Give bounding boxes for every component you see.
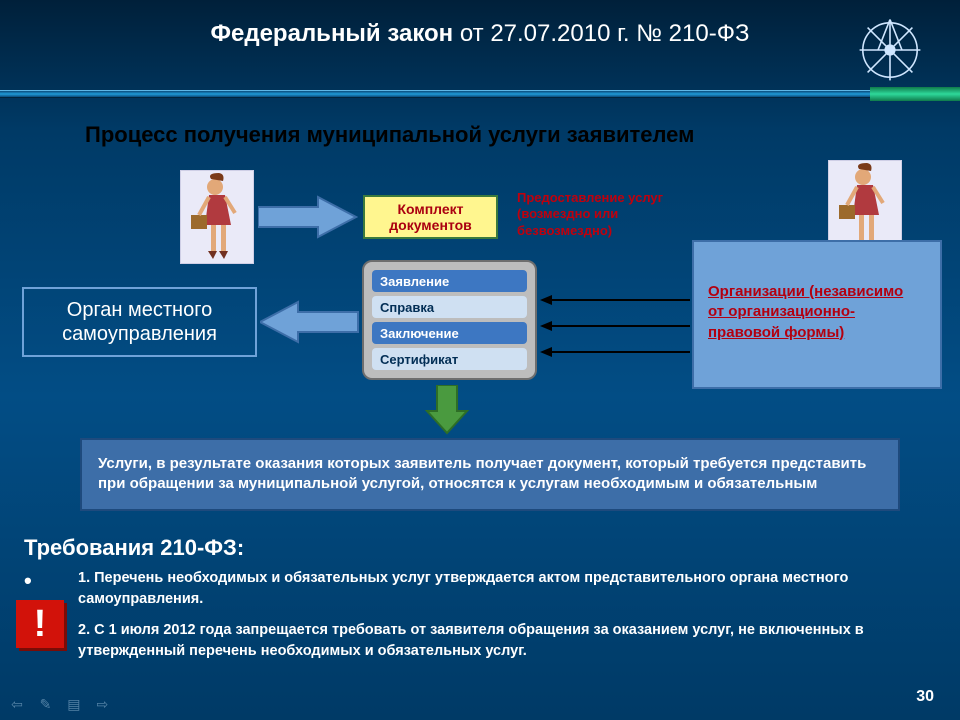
arrow-docs-to-organ <box>260 300 360 344</box>
req-2: 2. С 1 июля 2012 года запрещается требов… <box>78 620 918 662</box>
arrow-green-down <box>425 385 469 435</box>
thin-arrow-3 <box>540 320 690 332</box>
organ-box: Орган местного самоуправления <box>22 287 257 357</box>
divider-line <box>0 90 960 98</box>
subtitle: Процесс получения муниципальной услуги з… <box>85 122 694 148</box>
organ-l1: Орган местного <box>62 298 217 322</box>
page-number: 30 <box>916 688 934 706</box>
document-list: Заявление Справка Заключение Сертификат <box>362 260 537 380</box>
slide-title: Федеральный закон от 27.07.2010 г. № 210… <box>0 20 960 48</box>
footer-nav-icons: ⇦ ✎ ▤ ⇨ <box>8 696 117 714</box>
doc-row-2: Справка <box>372 296 527 318</box>
org-label: Организации (независимо от организационн… <box>708 282 918 343</box>
title-bold: Федеральный закон <box>211 20 454 47</box>
exclamation-badge: ! <box>16 600 64 648</box>
exclamation-text: ! <box>34 603 47 646</box>
doc-row-3: Заключение <box>372 322 527 344</box>
arrow-left-to-komplekt <box>258 195 358 239</box>
bullet-icon: • <box>24 568 32 594</box>
predost-label: Предоставление услуг (возмездно или безв… <box>517 190 697 239</box>
info-box: Услуги, в результате оказания которых за… <box>80 438 900 511</box>
thin-arrow-2 <box>540 294 690 306</box>
doc-row-1: Заявление <box>372 270 527 292</box>
nav-pen-icon[interactable]: ✎ <box>36 696 54 714</box>
komplekt-l2: документов <box>389 217 471 233</box>
nav-menu-icon[interactable]: ▤ <box>65 696 83 714</box>
logo-emblem <box>850 10 930 90</box>
req-body: 1. Перечень необходимых и обязательных у… <box>78 568 918 662</box>
organ-l2: самоуправления <box>62 322 217 346</box>
title-rest: от 27.07.2010 г. № 210-ФЗ <box>453 20 749 47</box>
thin-arrow-4 <box>540 346 690 358</box>
komplekt-box: Комплект документов <box>363 195 498 239</box>
req-1: 1. Перечень необходимых и обязательных у… <box>78 568 918 610</box>
nav-prev-icon[interactable]: ⇦ <box>8 696 26 714</box>
nav-next-icon[interactable]: ⇨ <box>93 696 111 714</box>
komplekt-l1: Комплект <box>389 201 471 217</box>
doc-row-4: Сертификат <box>372 348 527 370</box>
info-text: Услуги, в результате оказания которых за… <box>98 455 866 492</box>
applicant-figure-left <box>180 170 254 264</box>
req-title: Требования 210-ФЗ: <box>24 535 244 561</box>
